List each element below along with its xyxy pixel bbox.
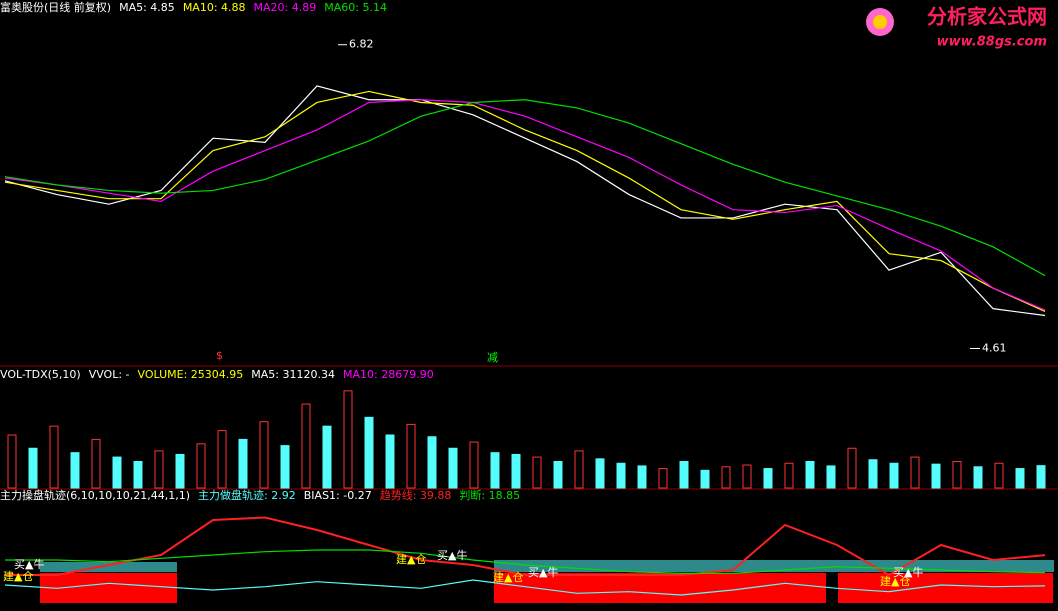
volume-bar bbox=[469, 441, 479, 489]
volume-bar bbox=[448, 447, 458, 489]
volume-bar bbox=[721, 466, 731, 489]
logo-title: 分析家公式网 bbox=[927, 5, 1047, 29]
volume-bar bbox=[616, 462, 626, 489]
volume-bar bbox=[679, 461, 689, 489]
series-line bbox=[4, 99, 1046, 277]
volume-bar bbox=[847, 447, 857, 489]
volume-bar bbox=[700, 469, 710, 489]
volume-bar bbox=[1015, 468, 1025, 489]
signal-blocks bbox=[40, 560, 1054, 603]
low-label: 4.61 bbox=[982, 342, 1007, 355]
high-label: 6.82 bbox=[349, 38, 374, 51]
series-line bbox=[4, 90, 1046, 312]
series-line bbox=[4, 99, 1046, 311]
volume-bar bbox=[1036, 465, 1046, 489]
volume-bar bbox=[112, 456, 122, 489]
panel-title: VOL-TDX(5,10) bbox=[0, 368, 81, 381]
legend-label: 趋势线: 39.88 bbox=[380, 488, 452, 502]
volume-bar bbox=[364, 416, 374, 489]
volume-bar bbox=[595, 458, 605, 489]
volume-bar bbox=[658, 468, 668, 489]
volume-bar bbox=[196, 443, 206, 489]
legend-label: 判断: 18.85 bbox=[459, 488, 520, 502]
volume-bar bbox=[994, 462, 1004, 489]
volume-bar bbox=[553, 461, 563, 489]
legend-label: MA10: 28679.90 bbox=[343, 368, 434, 381]
volume-bar bbox=[910, 456, 920, 489]
series-line bbox=[5, 549, 1046, 574]
volume-bar bbox=[7, 434, 17, 489]
series-line bbox=[5, 516, 1046, 577]
signal-label: 买▲牛 bbox=[528, 565, 558, 579]
volume-bar bbox=[91, 438, 101, 489]
legend-label: MA5: 4.85 bbox=[119, 1, 175, 14]
volume-bar bbox=[742, 464, 752, 489]
logo-flower-center bbox=[873, 15, 887, 29]
signal-label: 买▲牛 bbox=[437, 548, 467, 562]
volume-bar bbox=[175, 453, 185, 489]
series-line bbox=[4, 579, 1046, 596]
signal-label: 建▲仓 bbox=[396, 552, 426, 566]
volume-bar bbox=[49, 425, 59, 489]
series-line bbox=[4, 85, 1046, 317]
volume-bar bbox=[490, 452, 500, 489]
volume-bar bbox=[217, 430, 227, 489]
legend-label: BIAS1: -0.27 bbox=[304, 489, 372, 502]
volume-bar bbox=[343, 390, 353, 489]
volume-bar bbox=[826, 465, 836, 489]
panel-title: 主力操盘轨迹(6,10,10,10,21,44,1,1) bbox=[0, 488, 190, 502]
legend-label: VVOL: - bbox=[89, 368, 130, 381]
volume-bar bbox=[805, 461, 815, 489]
signal-block bbox=[838, 573, 1053, 603]
signal-marker: $ bbox=[216, 349, 223, 362]
signal-label: 建▲仓 bbox=[880, 574, 910, 588]
volume-bar bbox=[868, 459, 878, 489]
legend-label: 主力做盘轨迹: 2.92 bbox=[198, 488, 296, 502]
volume-bar bbox=[154, 450, 164, 489]
volume-bar bbox=[637, 465, 647, 489]
volume-bar bbox=[280, 445, 290, 489]
volume-bar bbox=[406, 423, 416, 489]
volume-bar bbox=[931, 463, 941, 489]
volume-bar bbox=[322, 425, 332, 489]
legend-label: MA5: 31120.34 bbox=[251, 368, 335, 381]
legend-label: MA60: 5.14 bbox=[324, 1, 387, 14]
volume-bar bbox=[574, 450, 584, 489]
signal-label: 买▲牛 bbox=[14, 557, 44, 571]
logo-url: www.88gs.com bbox=[937, 35, 1047, 50]
signal-marker: 减 bbox=[487, 351, 498, 364]
signal-label: 建▲仓 bbox=[3, 569, 33, 583]
signal-block bbox=[494, 573, 826, 603]
volume-bar bbox=[889, 462, 899, 489]
volume-bar bbox=[763, 468, 773, 489]
volume-bar bbox=[385, 434, 395, 489]
volume-bar bbox=[532, 456, 542, 489]
signal-band bbox=[40, 562, 177, 572]
volume-bar bbox=[973, 466, 983, 489]
volume-bar bbox=[238, 438, 248, 489]
volume-bar bbox=[133, 461, 143, 489]
volume-bar bbox=[28, 447, 38, 489]
signal-label: 建▲仓 bbox=[493, 570, 523, 584]
panel-title: 富奥股份(日线 前复权) bbox=[0, 0, 111, 14]
volume-bar bbox=[784, 462, 794, 489]
volume-bar bbox=[70, 452, 80, 489]
volume-bar bbox=[511, 453, 521, 489]
legend-label: VOLUME: 25304.95 bbox=[138, 368, 244, 381]
volume-bar bbox=[301, 403, 311, 489]
legend-label: MA10: 4.88 bbox=[183, 1, 246, 14]
logo: 分析家公式网 www.88gs.com bbox=[866, 5, 1047, 50]
volume-bar bbox=[952, 461, 962, 489]
signal-label: 买▲牛 bbox=[893, 565, 923, 579]
volume-bar bbox=[427, 436, 437, 489]
volume-bar bbox=[259, 421, 269, 489]
legend-label: MA20: 4.89 bbox=[254, 1, 317, 14]
